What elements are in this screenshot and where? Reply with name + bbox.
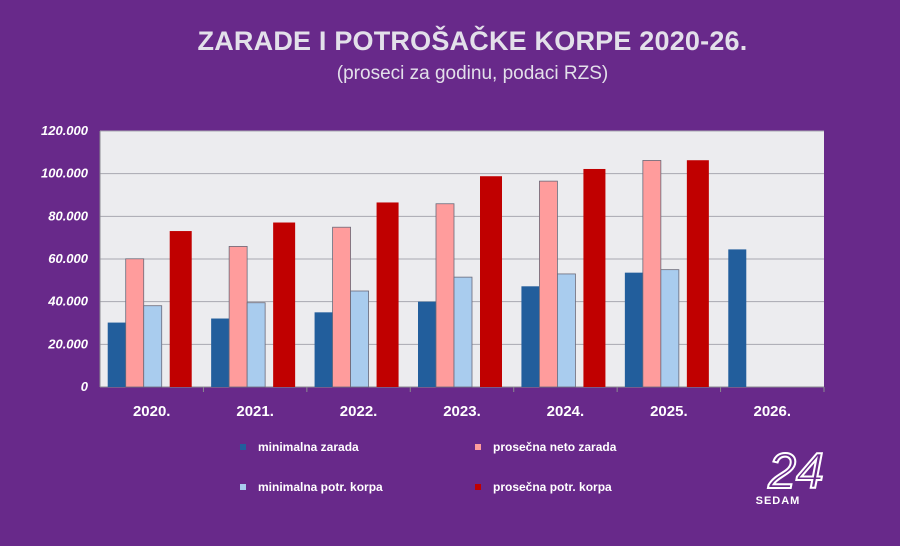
x-tick-label: 2022. — [340, 403, 378, 420]
x-tick-label: 2021. — [236, 403, 274, 420]
legend-swatch — [475, 444, 481, 450]
bar — [539, 180, 558, 388]
bar — [480, 176, 502, 387]
bar — [376, 202, 399, 387]
bar — [624, 272, 643, 387]
x-tick-label: 2024. — [547, 403, 585, 420]
sedam24-logo: 24 SEDAM — [756, 444, 825, 507]
bar — [521, 286, 540, 387]
x-tick-label: 2026. — [754, 403, 792, 420]
y-tick-label: 100.000 — [41, 166, 89, 181]
bar — [728, 249, 747, 387]
bar — [143, 305, 163, 388]
legend-label: prosečna potr. korpa — [493, 480, 612, 494]
bar — [418, 301, 436, 387]
legend-label: minimalna potr. korpa — [258, 480, 383, 494]
logo-text: SEDAM — [756, 495, 801, 507]
bar — [228, 246, 248, 388]
bar — [273, 222, 296, 387]
y-tick-label: 60.000 — [48, 251, 89, 266]
y-tick-label: 80.000 — [48, 208, 89, 223]
chart-title: ZARADE I POTROŠAČKE KORPE 2020-26. — [197, 26, 748, 56]
chart-legend: minimalna zarada prosečna neto zarada mi… — [230, 440, 690, 510]
bar — [686, 160, 709, 387]
bar — [107, 322, 126, 387]
y-tick-label: 0 — [81, 379, 89, 394]
x-tick-label: 2025. — [650, 403, 688, 420]
bar — [660, 269, 680, 388]
bar — [435, 203, 455, 388]
bar — [557, 273, 576, 388]
bar — [350, 290, 369, 388]
bar — [246, 302, 266, 388]
legend-item-minimalna-potr-korpa: minimalna potr. korpa — [240, 480, 383, 494]
x-tick-label: 2023. — [443, 403, 481, 420]
y-tick-label: 40.000 — [47, 294, 89, 309]
y-tick-label: 120.000 — [41, 123, 89, 138]
chart-subtitle: (proseci za godinu, podaci RZS) — [336, 63, 609, 84]
bar — [583, 168, 606, 387]
bar — [332, 226, 351, 388]
bar — [211, 318, 230, 387]
logo-number: 24 — [767, 444, 824, 499]
legend-item-minimalna-zarada: minimalna zarada — [240, 440, 359, 454]
bar — [169, 231, 192, 387]
legend-item-prosecna-potr-korpa: prosečna potr. korpa — [475, 480, 612, 494]
legend-label: minimalna zarada — [258, 440, 359, 454]
bar — [642, 160, 662, 388]
legend-swatch — [240, 444, 246, 450]
y-tick-label: 20.000 — [47, 336, 89, 351]
x-tick-label: 2020. — [133, 403, 171, 420]
bar — [314, 312, 333, 387]
bar — [125, 258, 145, 388]
legend-label: prosečna neto zarada — [493, 440, 617, 454]
legend-swatch — [475, 484, 481, 490]
legend-swatch — [240, 484, 246, 490]
bar — [453, 276, 473, 388]
legend-item-prosecna-neto-zarada: prosečna neto zarada — [475, 440, 616, 454]
